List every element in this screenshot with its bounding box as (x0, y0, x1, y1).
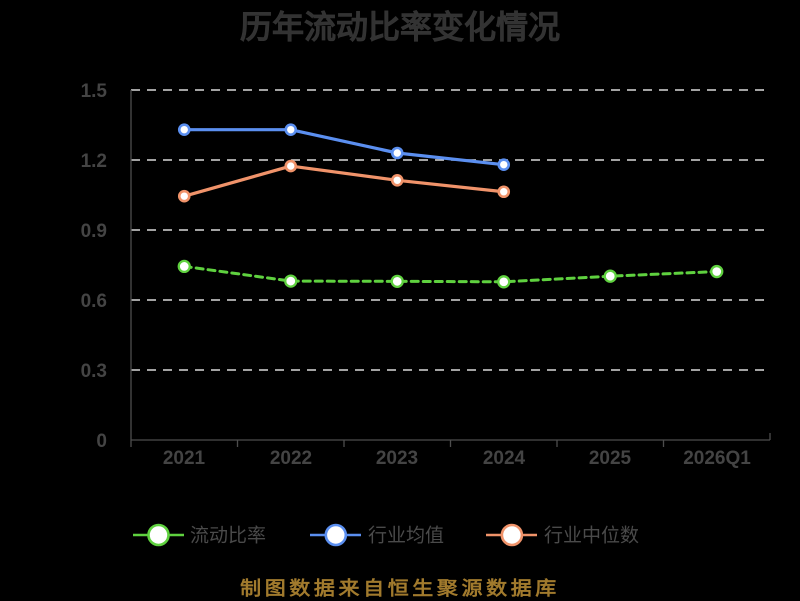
svg-text:0.3: 0.3 (81, 361, 107, 382)
svg-text:2021: 2021 (163, 448, 206, 469)
svg-text:2024: 2024 (483, 448, 526, 469)
svg-text:0.6: 0.6 (81, 291, 107, 312)
svg-text:1.5: 1.5 (81, 81, 108, 102)
svg-text:0.9: 0.9 (81, 221, 107, 242)
svg-text:1.2: 1.2 (81, 151, 107, 172)
svg-text:2022: 2022 (270, 448, 312, 469)
svg-text:2026Q1: 2026Q1 (683, 448, 751, 469)
svg-text:行业均值: 行业均值 (368, 525, 444, 547)
svg-text:0: 0 (96, 431, 107, 452)
svg-text:流动比率: 流动比率 (190, 525, 266, 547)
svg-text:2023: 2023 (376, 448, 418, 469)
svg-text:2025: 2025 (589, 448, 632, 469)
svg-text:行业中位数: 行业中位数 (544, 525, 639, 547)
